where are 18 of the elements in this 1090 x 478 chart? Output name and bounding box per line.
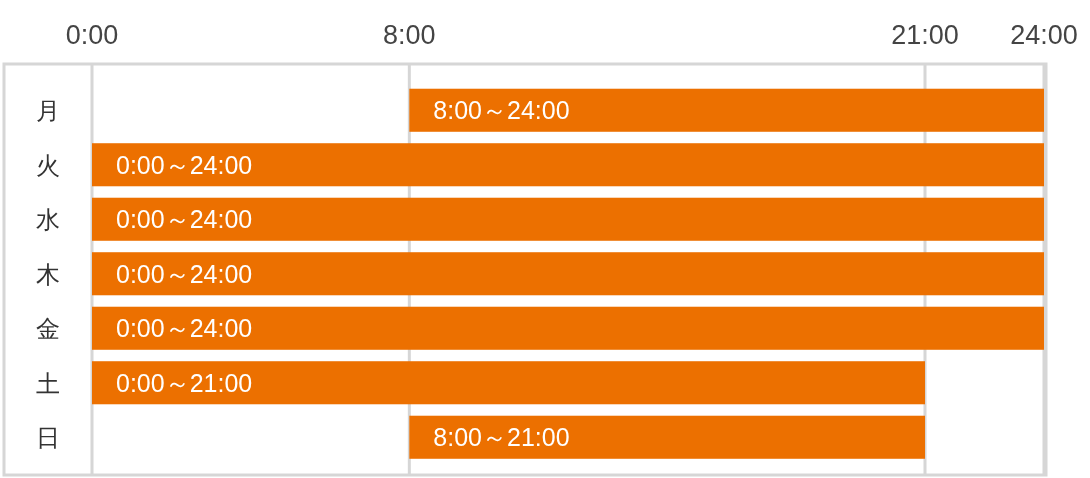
x-tick-label: 0:00 <box>65 20 119 50</box>
y-tick-label: 月 <box>36 97 60 125</box>
y-tick-label: 水 <box>36 206 60 234</box>
y-tick-label: 金 <box>36 315 60 343</box>
data-label: 0:00～24:00 <box>116 150 253 179</box>
y-tick-label: 木 <box>36 260 60 288</box>
data-label: 8:00～24:00 <box>433 96 570 125</box>
x-tick-label: 24:00 <box>1010 20 1078 50</box>
data-label: 0:00～24:00 <box>116 314 253 343</box>
data-label: 8:00～21:00 <box>433 423 570 452</box>
data-label: 0:00～21:00 <box>116 368 253 397</box>
y-tick-label: 土 <box>36 369 60 397</box>
data-label: 0:00～24:00 <box>116 259 253 288</box>
y-tick-label: 火 <box>36 151 60 179</box>
data-label: 0:00～24:00 <box>116 205 253 234</box>
x-tick-label: 21:00 <box>891 20 959 50</box>
x-tick-label: 8:00 <box>383 20 436 50</box>
y-tick-label: 日 <box>36 424 60 452</box>
